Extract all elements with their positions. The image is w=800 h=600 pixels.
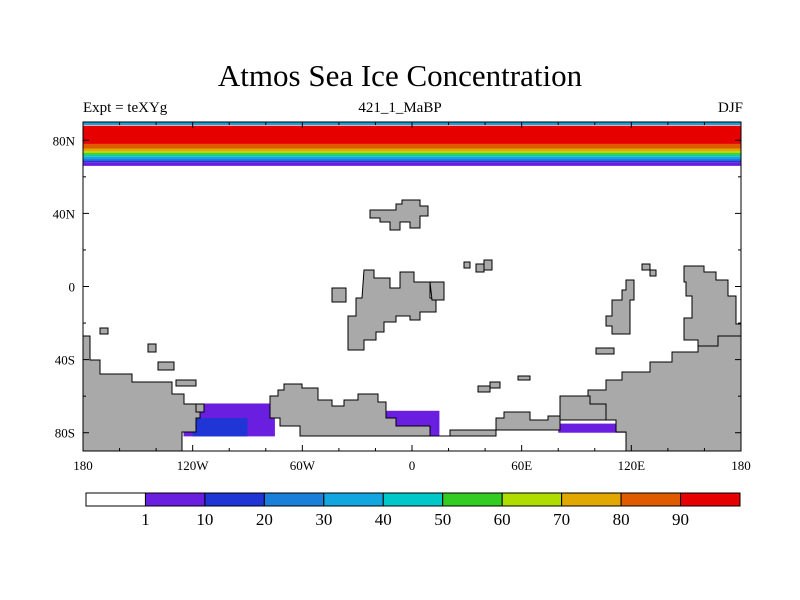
x-tick-label: 180 xyxy=(731,458,751,473)
colorbar-label: 80 xyxy=(613,510,630,529)
chart-title: Atmos Sea Ice Concentration xyxy=(217,58,583,93)
small-island-west-3 xyxy=(157,361,175,371)
antarctica-west xyxy=(82,335,201,452)
arctic-ice-band xyxy=(83,148,741,152)
small-island-75 xyxy=(517,375,531,381)
africa-small-2 xyxy=(483,259,493,271)
colorbar-label: 70 xyxy=(553,510,570,529)
y-tick-label: 40N xyxy=(53,206,76,221)
arctic-ice-band xyxy=(83,158,741,161)
colorbar-label: 90 xyxy=(672,510,689,529)
x-tick-label: 60W xyxy=(290,458,316,473)
antarctic-ice-patch xyxy=(192,418,248,437)
small-island-indian xyxy=(595,347,615,355)
experiment-label: Expt = teXYg xyxy=(83,100,168,116)
arctic-ice-band xyxy=(83,162,741,166)
south-america-east xyxy=(429,281,445,301)
north-america-small xyxy=(369,199,429,231)
antarctic-ice-patch xyxy=(558,423,632,433)
arctic-ice-band xyxy=(83,160,741,163)
colorbar-label: 60 xyxy=(494,510,511,529)
arctic-ice-band xyxy=(83,156,741,159)
colorbar-label: 1 xyxy=(141,510,150,529)
colorbar-swatch xyxy=(204,492,265,507)
small-island-west xyxy=(99,327,109,335)
colorbar-label: 30 xyxy=(315,510,332,529)
greenland-northern xyxy=(559,395,607,421)
x-tick-label: 120E xyxy=(618,458,646,473)
small-island-west-4 xyxy=(175,379,197,387)
season-label: DJF xyxy=(717,100,743,116)
x-tick-label: 60E xyxy=(511,458,532,473)
colorbar-swatch xyxy=(442,492,503,507)
x-tick-label: 0 xyxy=(409,458,416,473)
colorbar-swatch xyxy=(323,492,384,507)
colorbar-swatch xyxy=(561,492,622,507)
colorbar-swatch xyxy=(501,492,563,507)
antarctic-lobe xyxy=(195,403,205,413)
asia-east xyxy=(683,265,742,347)
colorbar-swatch xyxy=(382,492,444,507)
y-tick-label: 80N xyxy=(53,133,76,148)
colorbar-label: 40 xyxy=(375,510,392,529)
arctic-ice-band xyxy=(83,153,741,155)
small-island-60 xyxy=(489,381,501,389)
indian-peninsula xyxy=(605,279,635,335)
small-island-west-2 xyxy=(147,343,157,353)
africa-small xyxy=(475,263,485,273)
small-island-55 xyxy=(477,385,491,393)
arctic-ice-band xyxy=(83,154,741,157)
y-tick-label: 0 xyxy=(69,280,76,295)
y-tick-label: 80S xyxy=(55,426,75,441)
colorbar-swatch xyxy=(620,492,682,507)
colorbar-label: 20 xyxy=(256,510,273,529)
antarctica-central xyxy=(269,335,742,452)
tiny-island-1 xyxy=(463,261,471,269)
arctic-ice-band xyxy=(83,143,741,149)
arctic-ice-band xyxy=(83,125,741,144)
south-america xyxy=(347,269,437,351)
colorbar-swatch xyxy=(144,492,206,507)
colorbar-swatch xyxy=(263,492,325,507)
land-layer xyxy=(82,199,742,452)
period-label: 421_1_MaBP xyxy=(358,100,442,116)
arctic-ice-band xyxy=(83,151,741,154)
tiny-island-2 xyxy=(641,263,657,277)
colorbar: 1 10 20 30 40 50 60 70 80 90 xyxy=(85,492,741,529)
axis-ticks: 180 120W 60W 0 60E 120E 180 80N 40N 0 40S 80S xyxy=(53,122,751,473)
central-island xyxy=(331,287,347,303)
y-tick-label: 40S xyxy=(55,353,75,368)
colorbar-swatch xyxy=(680,492,741,507)
x-tick-label: 180 xyxy=(73,458,93,473)
colorbar-swatch xyxy=(85,492,146,507)
colorbar-label: 50 xyxy=(434,510,451,529)
colorbar-label: 10 xyxy=(196,510,213,529)
x-tick-label: 120W xyxy=(177,458,210,473)
